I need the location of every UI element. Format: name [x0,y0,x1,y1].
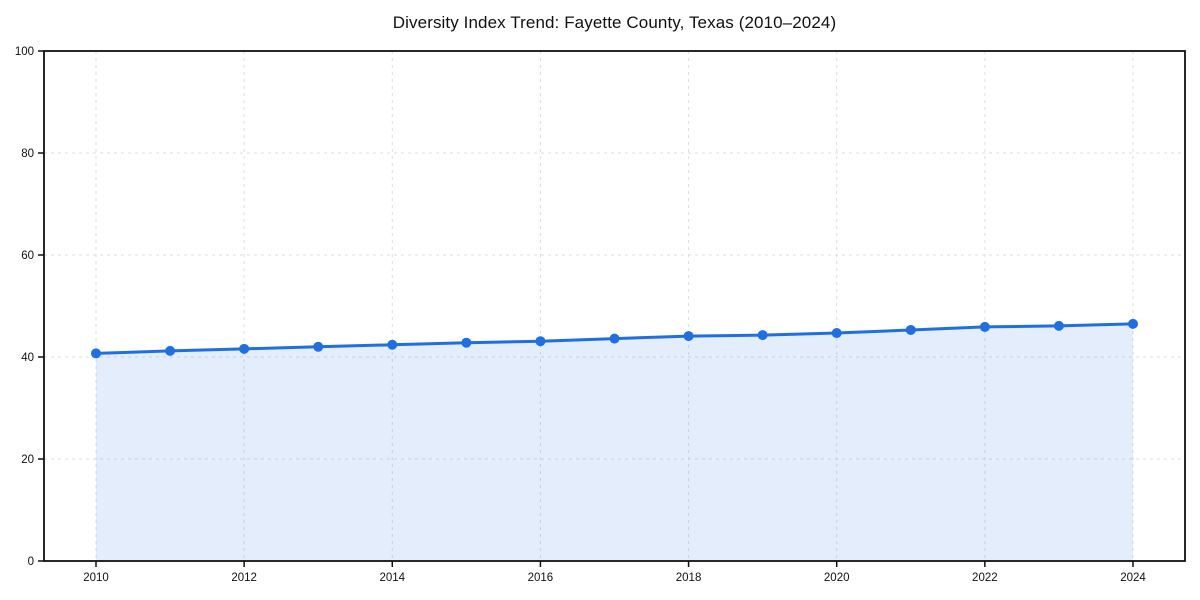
x-tick-label: 2010 [83,572,109,584]
data-point-2018 [683,331,694,342]
data-point-2019 [757,330,768,341]
y-tick-label: 0 [28,556,34,568]
data-point-2013 [313,341,324,352]
data-point-2017 [609,333,620,344]
x-tick-label: 2020 [824,572,850,584]
data-point-2016 [535,336,546,347]
data-point-2015 [461,337,472,348]
x-tick-label: 2012 [231,572,257,584]
y-tick-label: 100 [15,46,34,58]
x-tick-label: 2022 [972,572,998,584]
data-point-2022 [979,321,990,332]
y-tick-label: 20 [21,454,34,466]
data-point-2012 [239,343,250,354]
data-point-2023 [1053,320,1064,331]
area-fill [96,323,1133,561]
x-tick-label: 2016 [528,572,554,584]
data-point-2010 [91,348,101,359]
data-point-2020 [831,328,842,339]
x-tick-label: 2024 [1120,572,1146,584]
data-point-2011 [165,345,176,356]
y-tick-label: 60 [21,250,34,262]
x-tick-label: 2014 [379,572,405,584]
data-point-2021 [905,324,916,335]
plot-border [43,50,1186,562]
x-tick-label: 2018 [676,572,702,584]
data-point-2014 [387,339,398,350]
chart-title: Diversity Index Trend: Fayette County, T… [392,13,837,32]
y-tick-label: 80 [21,148,34,160]
y-tick-label: 40 [21,352,34,364]
data-point-2024 [1128,318,1138,329]
